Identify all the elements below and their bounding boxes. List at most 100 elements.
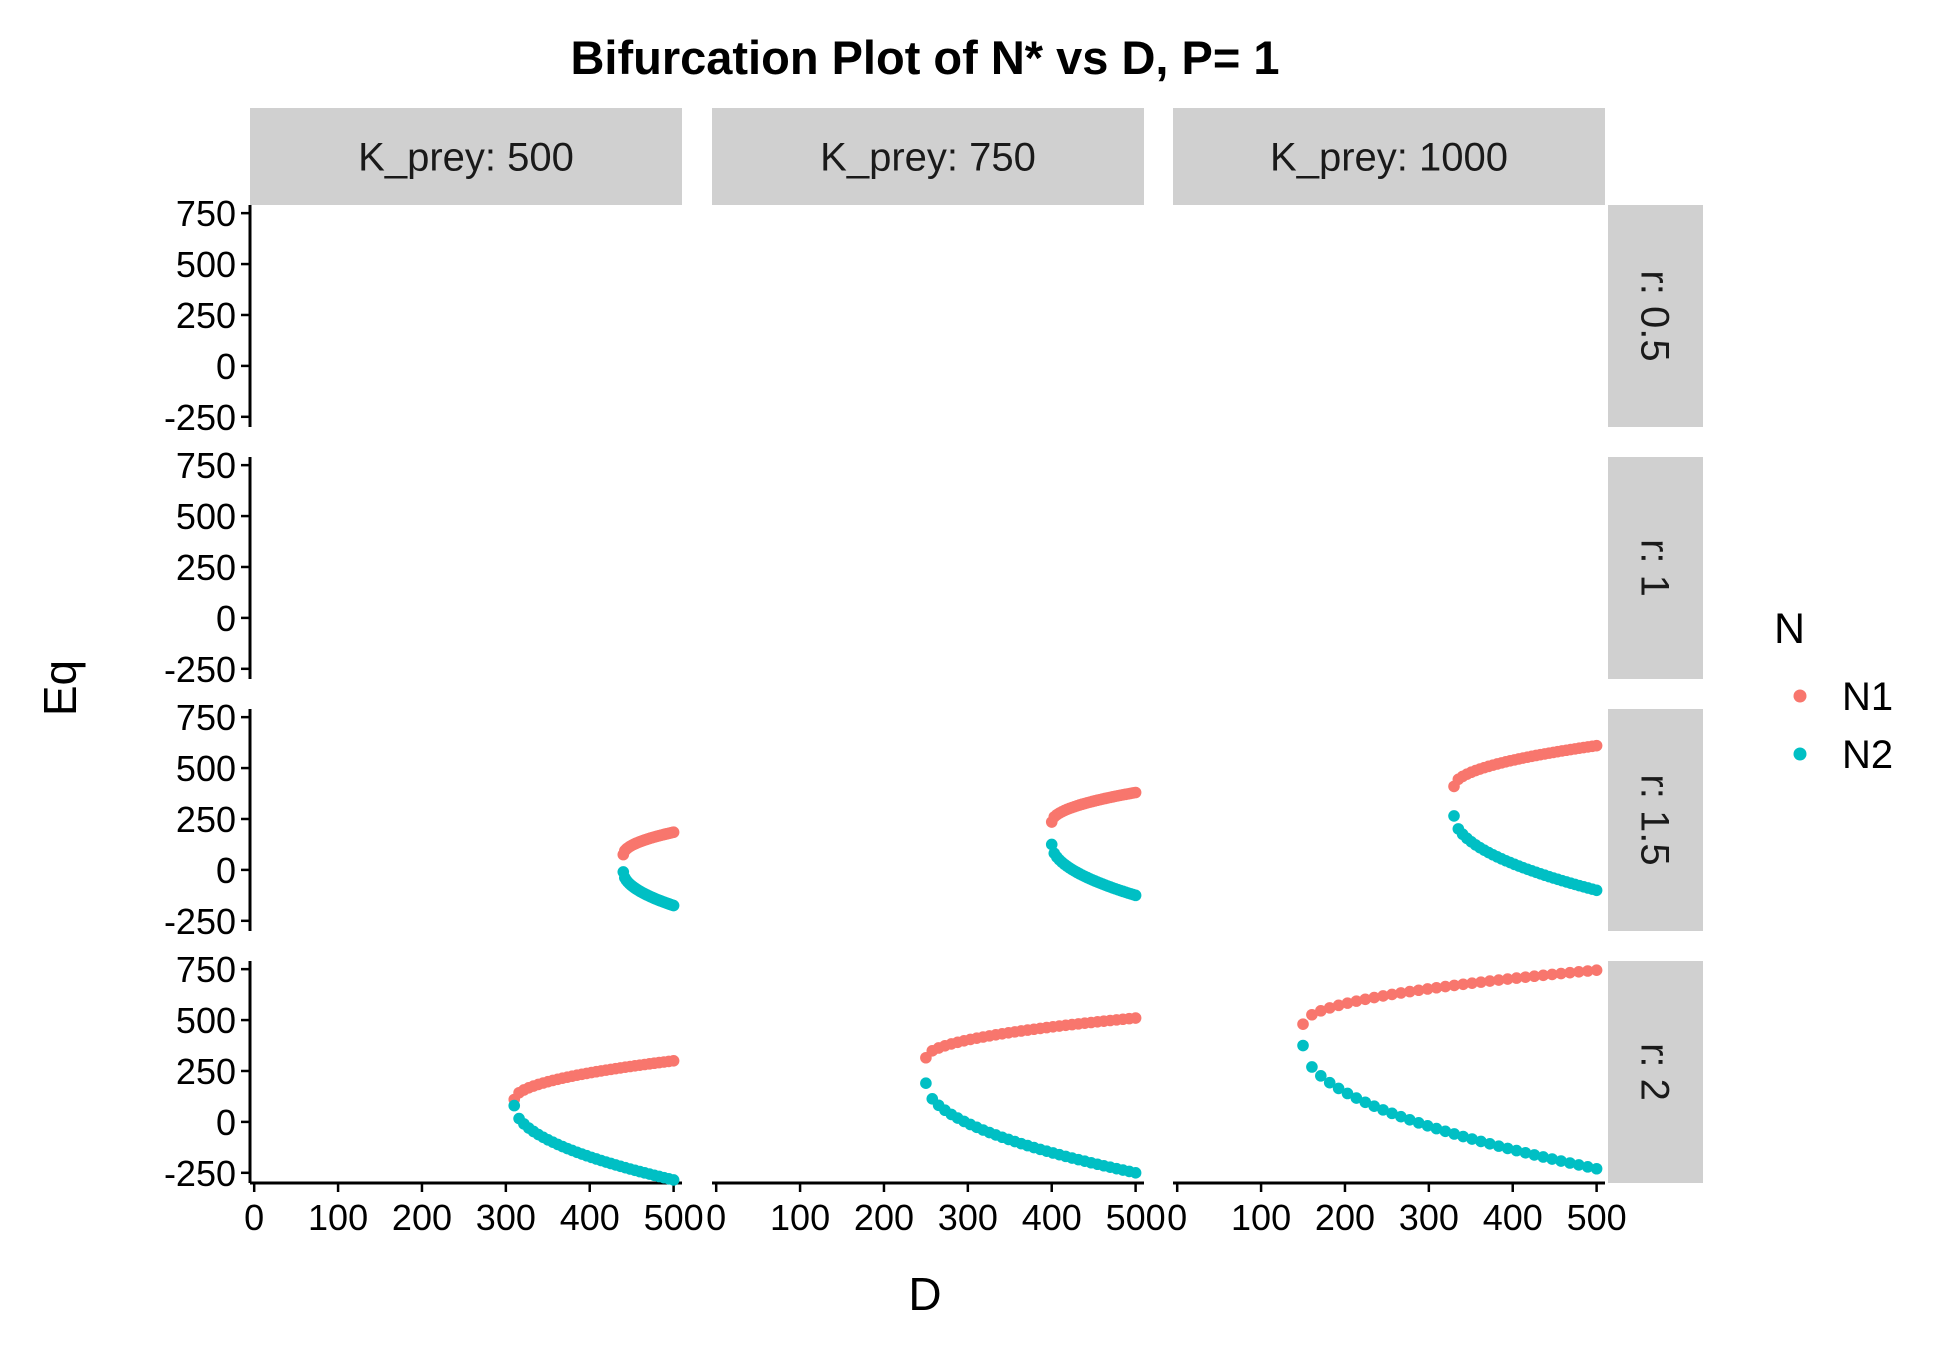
data-point-n1 [1475,976,1487,988]
data-point-n2 [1448,810,1460,822]
data-point-n2 [1045,838,1058,851]
y-tick-label: -250 [164,1153,236,1194]
data-point-n2 [1564,1157,1576,1169]
x-tick-label: 400 [1022,1197,1082,1238]
chart-title: Bifurcation Plot of N* vs D, P= 1 [570,31,1279,84]
data-point-n1 [1537,969,1550,982]
data-point-n2 [1412,1117,1425,1129]
y-tick-label: 250 [176,547,236,588]
legend-key-n1 [1793,689,1807,703]
data-point-n1 [1395,987,1407,999]
data-point-n2 [1403,1114,1416,1126]
data-point-n2 [1555,1155,1567,1167]
data-point-n2 [1573,1159,1585,1171]
data-point-n1 [1129,786,1142,799]
row-strip-label: r: 2 [1633,1043,1677,1101]
y-tick-label: 750 [176,949,236,990]
legend-key-n2 [1793,747,1807,761]
data-point-n2 [920,1077,932,1090]
x-tick-label: 500 [1106,1197,1166,1238]
data-point-n2 [1332,1082,1345,1095]
data-point-n1 [1510,972,1523,984]
data-point-n2 [1484,1138,1496,1150]
data-point-n2 [1430,1122,1443,1135]
data-point-n2 [1297,1039,1309,1052]
data-point-n1 [1546,968,1558,981]
data-point-n2 [1537,1151,1550,1163]
data-point-n1 [1581,965,1594,977]
data-point-n1 [1590,739,1603,752]
data-point-n1 [1430,981,1443,994]
data-point-n1 [1297,1018,1309,1030]
y-tick-label: -250 [164,397,236,438]
data-point-n2 [1368,1100,1380,1112]
y-tick-label: -250 [164,649,236,690]
y-tick-label: 500 [176,496,236,537]
data-point-n2 [1421,1119,1434,1132]
data-point-n2 [667,1174,680,1186]
data-point-n1 [1439,980,1452,993]
column-strip-label: K_prey: 500 [358,136,574,180]
x-axis-title: D [908,1268,941,1320]
x-tick-label: 0 [1167,1197,1187,1238]
data-point-n1 [1573,966,1585,978]
data-point-n1 [1306,1008,1318,1021]
data-point-n1 [1564,966,1576,979]
data-point-n2 [1457,1130,1469,1143]
x-tick-label: 100 [770,1197,830,1238]
data-point-n2 [1377,1104,1389,1116]
y-axis-title: Eq [34,660,86,716]
data-point-n2 [1350,1092,1363,1104]
y-tick-label: 500 [176,748,236,789]
data-point-n2 [667,899,680,912]
x-tick-label: 400 [560,1197,620,1238]
x-tick-label: 0 [706,1197,726,1238]
data-point-n1 [1403,985,1416,998]
data-point-n1 [1359,993,1372,1006]
data-point-n2 [1395,1110,1407,1123]
data-point-n1 [1519,971,1532,983]
column-strip [712,108,1144,205]
data-point-n2 [1528,1149,1541,1161]
data-point-n1 [1315,1005,1327,1017]
row-strip [1608,709,1703,931]
column-strip [1173,108,1605,205]
y-tick-label: 250 [176,295,236,336]
data-point-n2 [1359,1096,1372,1109]
x-tick-label: 500 [644,1197,704,1238]
data-point-n2 [1386,1107,1398,1120]
data-point-n2 [1590,884,1603,897]
data-point-n2 [508,1099,521,1112]
data-point-n1 [1341,997,1354,1009]
row-strip [1608,961,1703,1183]
y-tick-label: 750 [176,193,236,234]
data-point-n2 [1519,1146,1532,1159]
y-tick-label: 750 [176,445,236,486]
x-tick-label: 300 [476,1197,536,1238]
x-tick-label: 100 [308,1197,368,1238]
y-tick-label: -250 [164,901,236,942]
data-point-n2 [1323,1076,1336,1089]
y-tick-label: 750 [176,697,236,738]
x-tick-label: 0 [244,1197,264,1238]
data-point-n1 [1590,964,1603,976]
y-tick-label: 500 [176,1000,236,1041]
data-point-n1 [1421,983,1434,995]
y-tick-label: 250 [176,1051,236,1092]
data-point-n1 [1466,977,1478,989]
data-point-n2 [1306,1061,1318,1073]
data-point-n1 [1129,1012,1142,1024]
data-point-n1 [1528,970,1541,983]
x-tick-label: 500 [1567,1197,1627,1238]
data-point-n2 [1501,1142,1514,1155]
data-point-n2 [1510,1144,1523,1157]
data-point-n2 [1492,1140,1505,1152]
data-point-n1 [1350,995,1363,1007]
legend-label: N1 [1842,675,1893,719]
data-point-n1 [1368,991,1380,1004]
row-strip-label: r: 1.5 [1633,774,1677,865]
y-tick-label: 500 [176,244,236,285]
data-point-n1 [1492,974,1505,986]
legend: N N1 N2 [1774,605,1893,777]
